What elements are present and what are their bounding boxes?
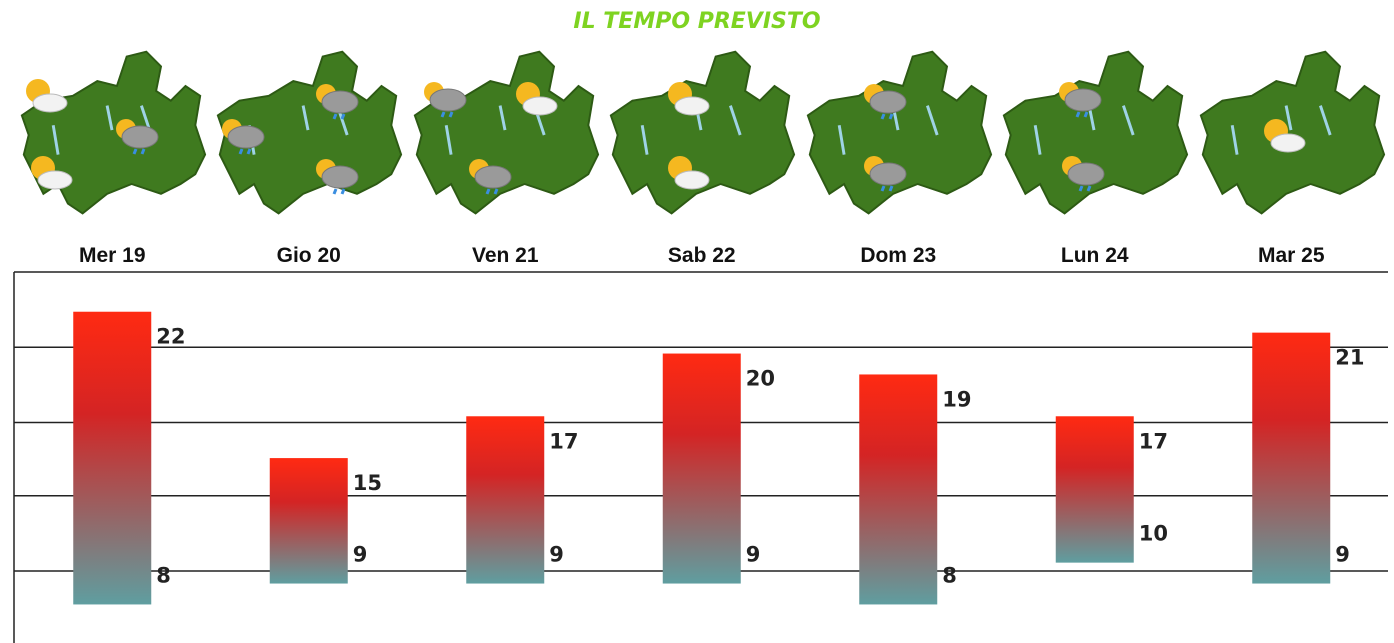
temperature-bar: [466, 416, 544, 583]
temperature-bar: [1252, 333, 1330, 584]
map: [1201, 52, 1384, 214]
max-label: 20: [746, 367, 775, 391]
day-label: Mar 25: [1258, 244, 1325, 267]
temperature-bar: [859, 374, 937, 604]
day-label: Dom 23: [860, 244, 936, 267]
temperature-bar: [73, 312, 151, 605]
max-label: 21: [1335, 346, 1364, 370]
forecast-maps: [22, 52, 1384, 214]
min-label: 8: [942, 563, 957, 587]
forecast-chart: IL TEMPO PREVISTO Mer 19 22 8 Gio 20 15 9 Ven …: [0, 0, 1394, 643]
day-label: Lun 24: [1061, 244, 1129, 267]
weather-icon: [26, 79, 67, 112]
day-label: Sab 22: [668, 244, 736, 267]
map: [22, 52, 205, 214]
day-label: Gio 20: [277, 244, 341, 267]
max-label: 17: [549, 429, 578, 453]
map: [611, 52, 794, 214]
min-label: 8: [156, 563, 171, 587]
map: [415, 52, 598, 214]
max-label: 17: [1139, 429, 1168, 453]
max-label: 19: [942, 387, 971, 411]
day-label: Mer 19: [79, 244, 146, 267]
map: [808, 52, 991, 214]
min-label: 10: [1139, 522, 1168, 546]
min-label: 9: [1335, 543, 1350, 567]
min-label: 9: [549, 543, 564, 567]
day-label: Ven 21: [472, 244, 539, 267]
max-label: 15: [353, 471, 382, 495]
chart-title: IL TEMPO PREVISTO: [573, 9, 820, 34]
min-label: 9: [746, 543, 761, 567]
temperature-bar: [270, 458, 348, 583]
min-label: 9: [353, 543, 368, 567]
map: [1004, 52, 1187, 214]
max-label: 22: [156, 325, 185, 349]
temperature-bar: [1056, 416, 1134, 562]
temperature-bar: [663, 354, 741, 584]
